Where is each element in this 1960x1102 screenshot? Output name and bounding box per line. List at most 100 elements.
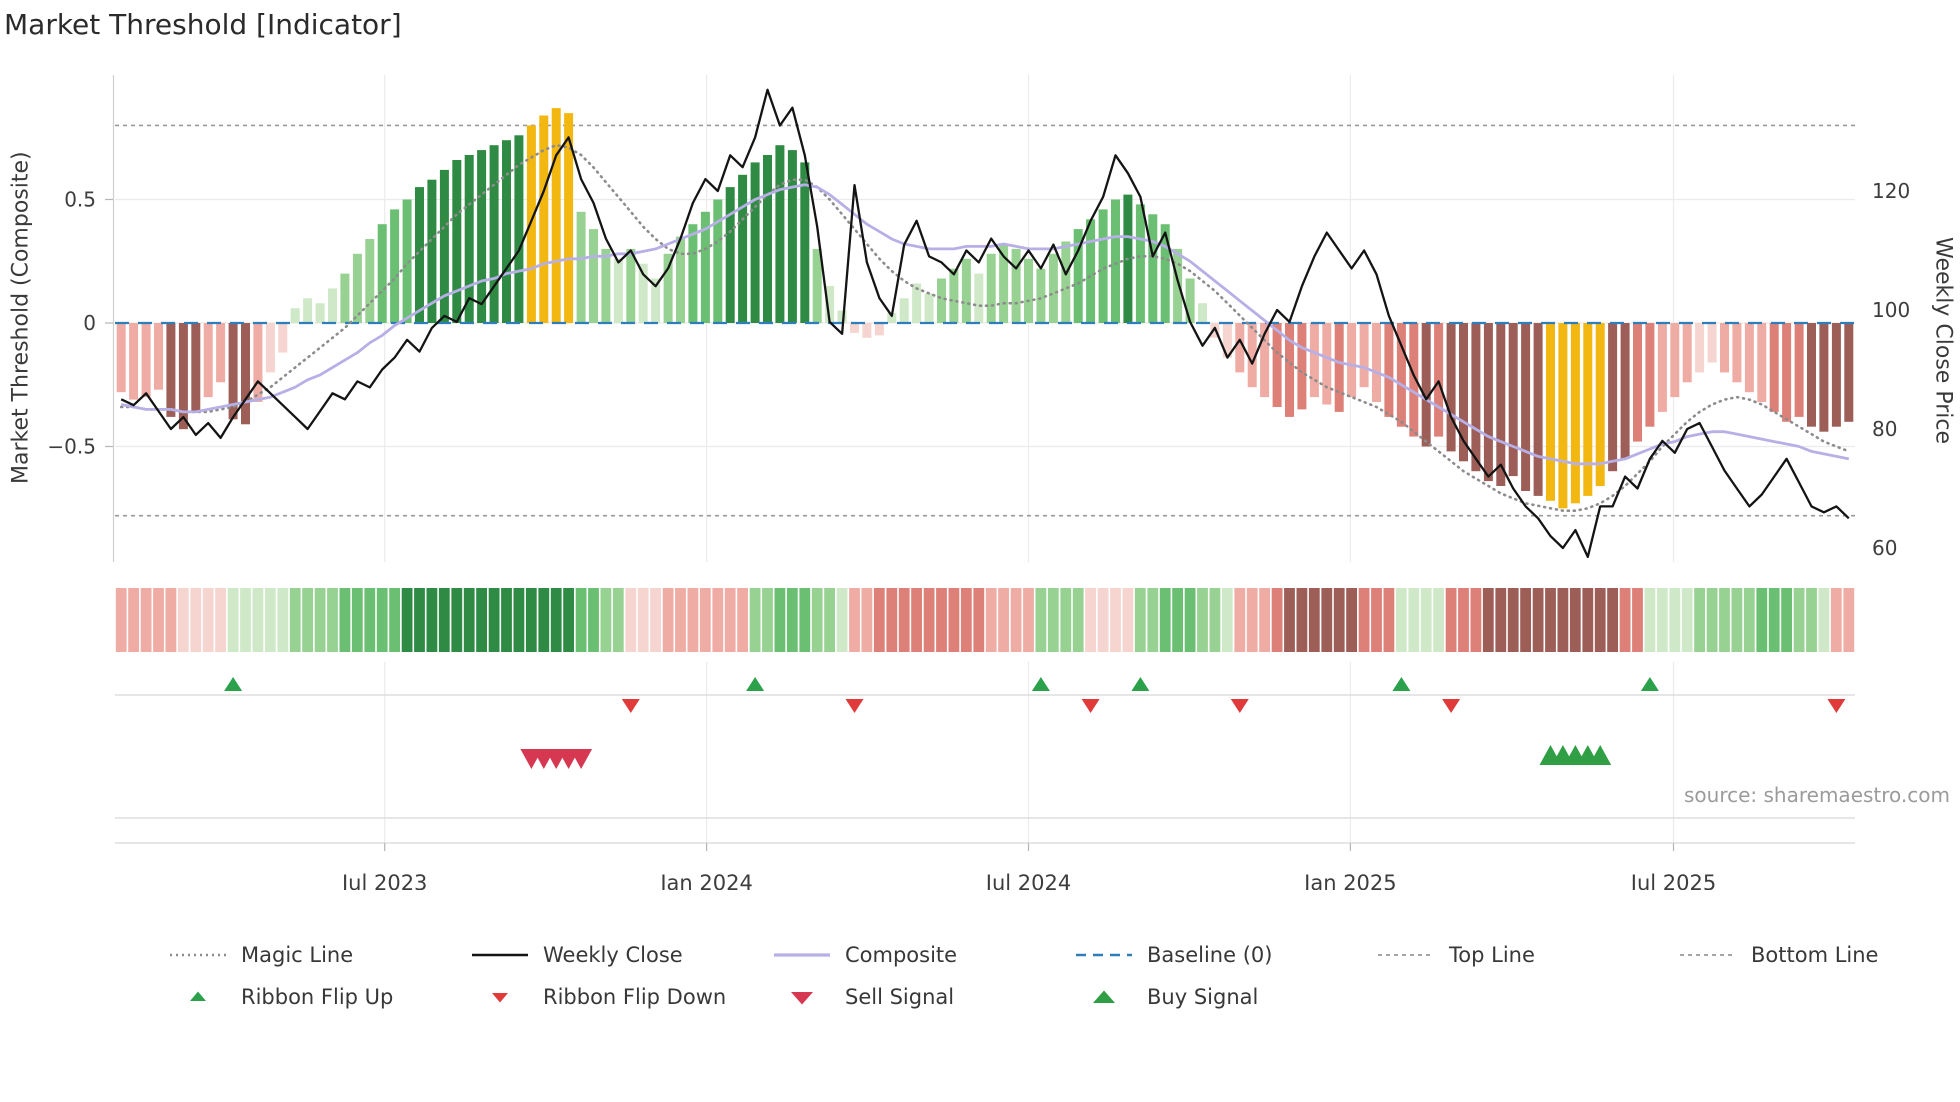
- composite-bar: [1471, 323, 1481, 472]
- page-title: Market Threshold [Indicator]: [4, 8, 402, 41]
- ribbon-cell: [128, 588, 139, 652]
- top-line-swatch-icon: [1378, 954, 1434, 956]
- ribbon-cell: [1259, 588, 1270, 652]
- magic-line: [119, 143, 1851, 512]
- composite-bar: [390, 209, 400, 323]
- composite-bar: [1844, 323, 1854, 422]
- ribbon-cell: [1234, 588, 1246, 652]
- x-axis-tick-label: Jul 2024: [984, 871, 1071, 890]
- ribbon-cell: [575, 588, 587, 652]
- ribbon-cell: [476, 588, 487, 652]
- ribbon-flip-down-marker: [1827, 699, 1846, 713]
- composite-bar: [750, 162, 760, 323]
- ribbon-flip-down-triangle-icon: [492, 993, 508, 1003]
- weekly-close-line: [120, 88, 1850, 559]
- right-axis-tick-label: 100: [1872, 298, 1910, 322]
- composite-bar: [850, 323, 859, 333]
- composite-bar: [1595, 323, 1605, 486]
- ribbon-cell: [637, 588, 649, 652]
- composite-bar: [1682, 323, 1692, 383]
- composite-bar: [377, 224, 387, 323]
- ribbon-cell: [1010, 588, 1022, 652]
- composite-bar: [1707, 323, 1717, 363]
- source-attribution: source: sharemaestro.com: [1684, 783, 1950, 807]
- ribbon-cell: [749, 588, 761, 652]
- ribbon-cell: [1184, 588, 1196, 652]
- ribbon-cell: [153, 588, 164, 652]
- legend-item-baseline: Baseline (0): [1074, 943, 1376, 967]
- composite-bar: [365, 239, 375, 323]
- composite-bar: [1086, 219, 1096, 323]
- ribbon-cell: [1358, 588, 1370, 652]
- ribbon-cell: [1134, 588, 1146, 652]
- ribbon-cell: [1582, 588, 1594, 652]
- right-axis-ticks: 120 100 80 60: [1872, 179, 1910, 560]
- ribbon-cell: [985, 588, 997, 652]
- ribbon-cell: [1681, 588, 1693, 652]
- ribbon-cell: [1731, 588, 1743, 652]
- composite-bar: [1819, 323, 1829, 432]
- composite-bar: [1496, 323, 1506, 486]
- composite-bar: [800, 162, 810, 323]
- composite-bar: [812, 248, 822, 323]
- legend-label: Bottom Line: [1751, 943, 1879, 967]
- legend-item-bottom-line: Bottom Line: [1678, 943, 1960, 967]
- ribbon-cell: [414, 588, 425, 652]
- signal-markers: [115, 677, 1855, 844]
- ribbon-cell: [1047, 588, 1059, 652]
- legend-label: Ribbon Flip Up: [241, 985, 394, 1009]
- ribbon-cell: [1271, 588, 1283, 652]
- composite-bar: [303, 298, 313, 323]
- ribbon-cell: [1284, 588, 1295, 652]
- composite-bar: [464, 155, 474, 323]
- ribbon-cell: [1706, 588, 1718, 652]
- composite-bar: [564, 113, 574, 323]
- ribbon-cell: [712, 588, 724, 652]
- ribbon-flip-up-marker: [1031, 677, 1050, 691]
- composite-bar: [191, 323, 201, 412]
- composite-bar: [787, 150, 797, 323]
- composite-bar: [1036, 268, 1046, 323]
- ribbon-cell: [786, 588, 798, 652]
- ribbon-cell: [1470, 588, 1482, 652]
- right-axis-title: Weekly Close Price: [1930, 236, 1956, 444]
- composite-bar: [526, 125, 536, 324]
- composite-bar: [340, 273, 350, 323]
- composite-bar: [352, 253, 362, 323]
- composite-bar: [502, 140, 511, 323]
- composite-bar: [203, 323, 213, 398]
- ribbon-cell: [1209, 588, 1221, 652]
- composite-bar: [1546, 323, 1555, 501]
- buy-signal-triangle-icon: [1093, 990, 1115, 1003]
- composite-bar: [141, 323, 151, 398]
- composite-bar: [1769, 323, 1779, 412]
- composite-bar: [1048, 253, 1058, 323]
- baseline-swatch-icon: [1076, 953, 1132, 957]
- composite-bar: [949, 268, 959, 323]
- ribbon-cell: [327, 588, 338, 652]
- composite-bar: [912, 283, 922, 323]
- composite-bar: [1135, 204, 1145, 323]
- ribbon-cell: [973, 588, 985, 652]
- legend-label: Ribbon Flip Down: [543, 985, 727, 1009]
- ribbon-cell: [1110, 588, 1121, 652]
- ribbon-cell: [513, 588, 525, 652]
- ribbon-cell: [1321, 588, 1333, 652]
- ribbon-cell: [774, 588, 786, 652]
- legend-item-ribbon-flip-up: Ribbon Flip Up: [168, 985, 470, 1009]
- composite-bar: [1645, 323, 1655, 427]
- composite-bar: [700, 211, 710, 323]
- composite-bar: [514, 135, 524, 323]
- composite-bar: [1483, 323, 1493, 482]
- ribbon-cell: [550, 588, 562, 652]
- composite-bar: [1309, 323, 1319, 398]
- ribbon-cell: [1221, 588, 1233, 652]
- ribbon-cell: [1060, 588, 1072, 652]
- ribbon-cell: [1246, 588, 1258, 652]
- ribbon-cell: [1806, 588, 1817, 652]
- ribbon-cell: [438, 588, 450, 652]
- ribbon-cell: [289, 588, 301, 652]
- composite-bar: [763, 155, 772, 323]
- sell-signal-marker: [570, 749, 593, 769]
- composite-bar: [178, 323, 188, 430]
